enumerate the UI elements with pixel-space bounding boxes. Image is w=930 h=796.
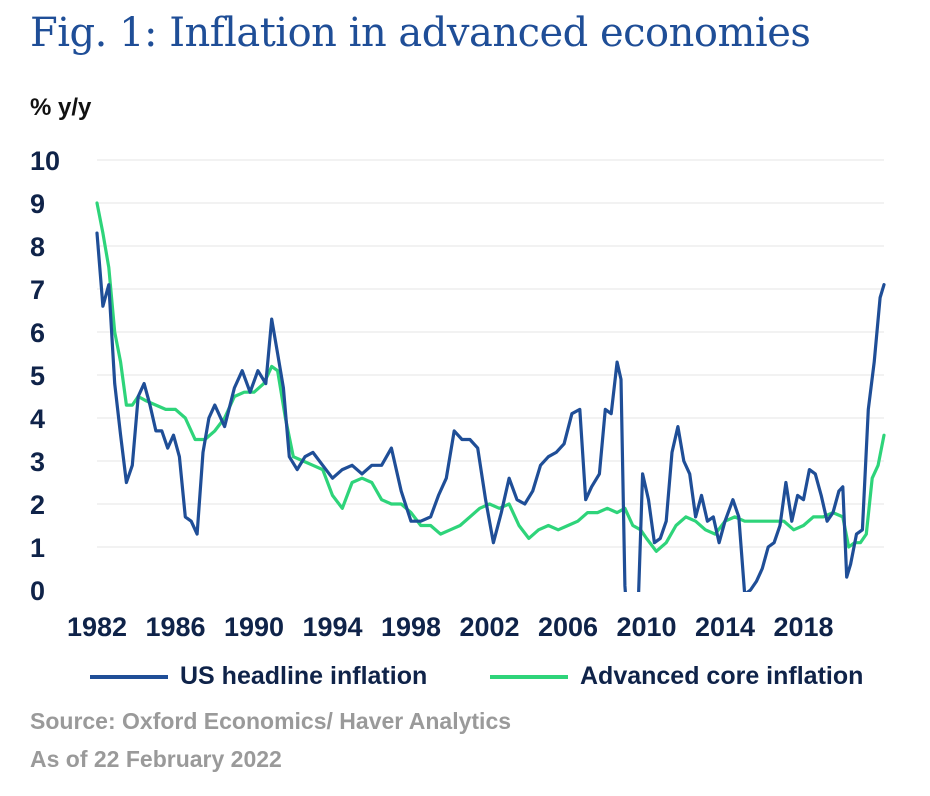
series-line-us-headline-inflation xyxy=(95,231,886,592)
legend-swatch-advanced-core xyxy=(490,674,568,679)
y-tick-label-8: 8 xyxy=(30,232,45,262)
y-tick-label-6: 6 xyxy=(30,318,45,348)
y-tick-label-4: 4 xyxy=(30,404,45,434)
legend-swatch-us-headline xyxy=(90,674,168,679)
x-tick-label-2010: 2010 xyxy=(616,612,676,640)
legend-label-us-headline: US headline inflation xyxy=(180,662,428,690)
x-tick-label-2006: 2006 xyxy=(538,612,598,640)
y-tick-label-5: 5 xyxy=(30,361,45,391)
y-tick-label-2: 2 xyxy=(30,490,45,520)
y-tick-label-9: 9 xyxy=(30,189,45,219)
x-tick-label-1982: 1982 xyxy=(67,612,127,640)
y-tick-label-3: 3 xyxy=(30,447,45,477)
legend-item-advanced-core: Advanced core inflation xyxy=(490,662,863,691)
chart-title: Fig. 1: Inflation in advanced economies xyxy=(30,10,811,56)
source-note: Source: Oxford Economics/ Haver Analytic… xyxy=(30,708,512,734)
x-tick-label-1986: 1986 xyxy=(145,612,205,640)
y-axis-unit-label: % y/y xyxy=(30,94,92,121)
x-tick-label-1998: 1998 xyxy=(381,612,441,640)
y-tick-label-10: 10 xyxy=(30,146,60,176)
x-tick-label-2014: 2014 xyxy=(695,612,755,640)
line-chart: 0 1 2 3 4 5 6 7 8 9 10 1982 1986 1990 1994 1998 2002 200… xyxy=(30,146,886,640)
x-tick-label-1994: 1994 xyxy=(302,612,362,640)
legend-label-advanced-core: Advanced core inflation xyxy=(580,662,864,690)
y-tick-label-0: 0 xyxy=(30,576,45,606)
x-tick-label-1990: 1990 xyxy=(224,612,284,640)
as-of-date: As of 22 February 2022 xyxy=(30,746,282,772)
legend-item-us-headline: US headline inflation xyxy=(90,662,427,691)
y-tick-label-7: 7 xyxy=(30,275,45,305)
x-tick-label-2018: 2018 xyxy=(773,612,833,640)
y-tick-label-1: 1 xyxy=(30,533,45,563)
x-tick-label-2002: 2002 xyxy=(459,612,519,640)
series-line-advanced-core-inflation xyxy=(95,201,886,553)
